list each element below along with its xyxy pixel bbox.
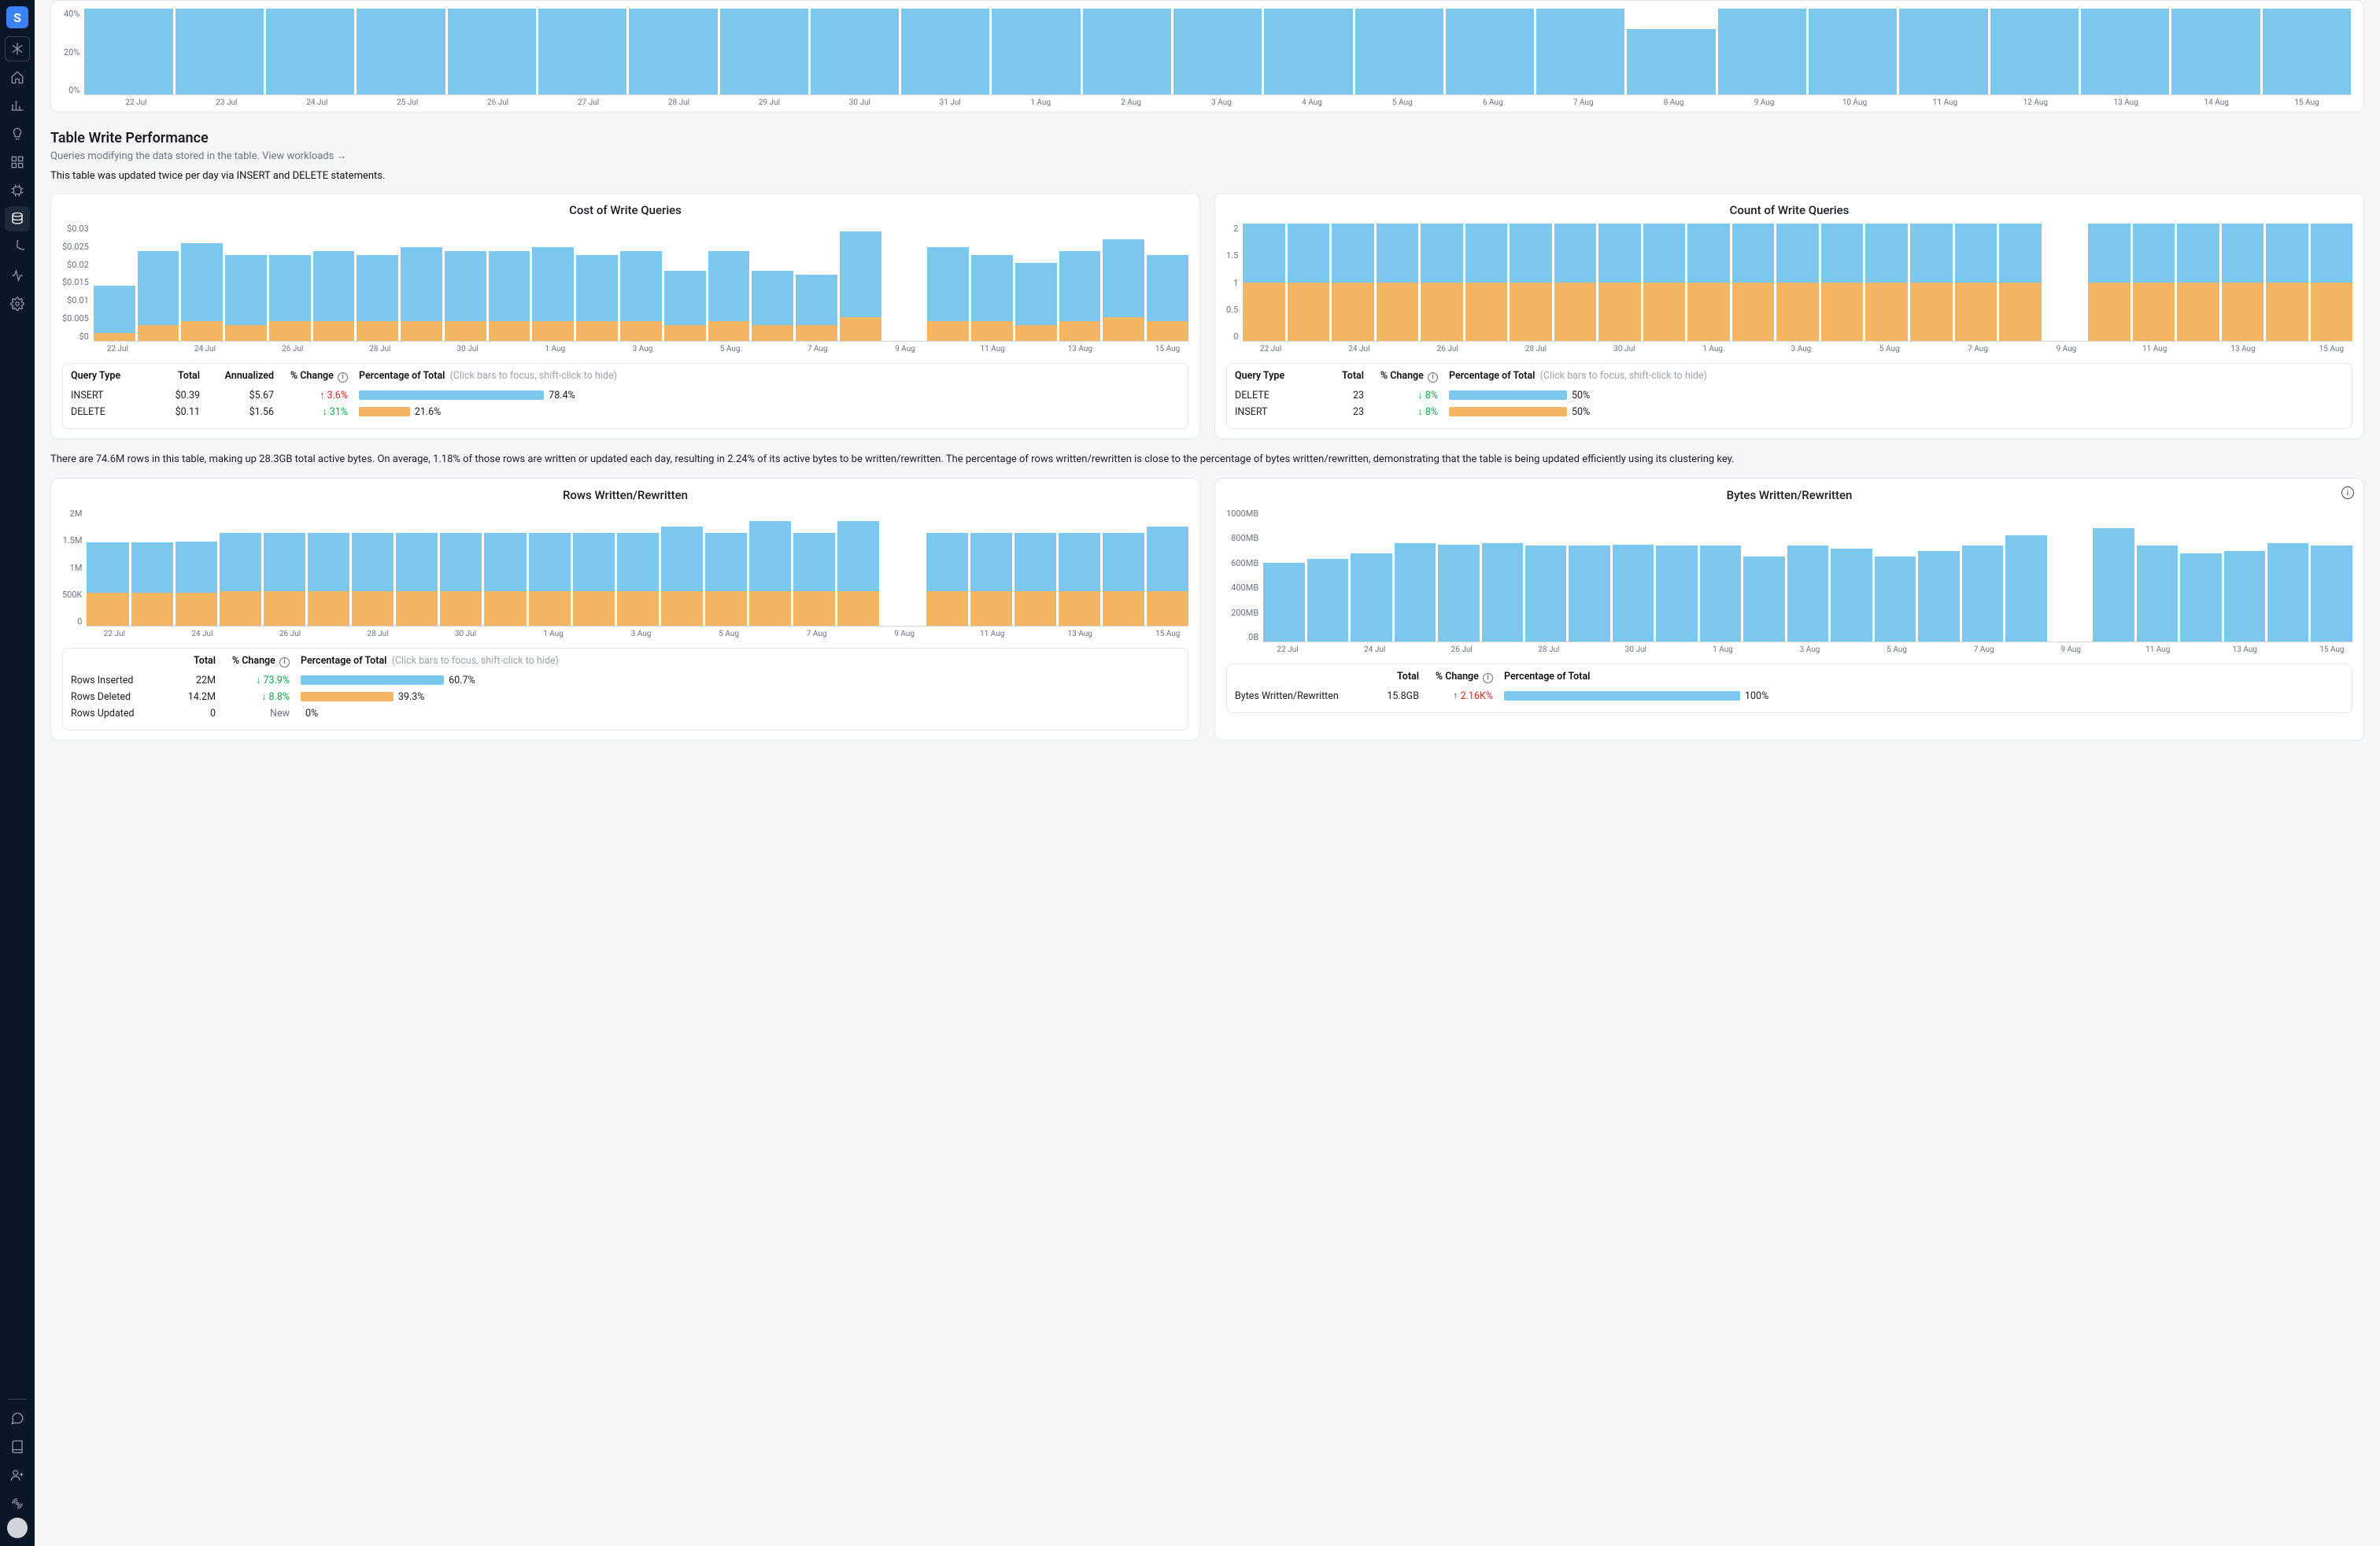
book-icon[interactable] [5, 1434, 30, 1459]
pie-chart-icon[interactable] [5, 235, 30, 260]
top-chart-bars[interactable] [84, 9, 2351, 95]
bar-chart-icon[interactable] [5, 93, 30, 118]
mid-paragraph: There are 74.6M rows in this table, maki… [50, 452, 2364, 468]
cost-chart-card: Cost of Write Queries $0.03$0.025$0.02$0… [50, 193, 1200, 439]
section-note: This table was updated twice per day via… [50, 170, 2364, 182]
count-chart-card: Count of Write Queries 21.510.50 22 Jul·… [1214, 193, 2364, 439]
add-user-icon[interactable] [5, 1463, 30, 1488]
legend-row[interactable]: Rows Deleted14.2M↓ 8.8%39.3% [71, 689, 1180, 705]
legend-row[interactable]: Rows Updated0New0% [71, 705, 1180, 722]
top-chart-card: 40%20%0% 22 Jul23 Jul24 Jul25 Jul26 Jul2… [50, 0, 2364, 113]
main-content: 40%20%0% 22 Jul23 Jul24 Jul25 Jul26 Jul2… [35, 0, 2380, 1546]
cost-legend: Query Type Total Annualized % Change i P… [62, 363, 1188, 429]
count-chart-bars[interactable] [1243, 224, 2352, 342]
app-logo[interactable]: S [6, 6, 28, 28]
section-title: Table Write Performance [50, 130, 2364, 146]
info-icon[interactable]: i [1428, 372, 1438, 383]
count-legend: Query Type Total % Change i Percentage o… [1226, 363, 2352, 429]
cost-chart-yaxis: $0.03$0.025$0.02$0.015$0.01$0.005$0 [62, 224, 94, 342]
legend-row[interactable]: DELETE23↓ 8%50% [1235, 387, 2344, 404]
activity-icon[interactable] [5, 263, 30, 288]
top-chart-xaxis: 22 Jul23 Jul24 Jul25 Jul26 Jul27 Jul28 J… [92, 98, 2351, 107]
legend-row[interactable]: DELETE$0.11$1.56↓ 31%21.6% [71, 404, 1180, 420]
avatar[interactable] [7, 1518, 28, 1538]
sidebar: S [0, 0, 35, 1546]
top-chart-yaxis: 40%20%0% [64, 9, 84, 95]
lightbulb-icon[interactable] [5, 121, 30, 146]
legend-row[interactable]: Rows Inserted22M↓ 73.9%60.7% [71, 672, 1180, 689]
bytes-chart-card: i Bytes Written/Rewritten 1000MB800MB600… [1214, 478, 2364, 741]
count-chart-xaxis: 22 Jul·24 Jul·26 Jul·28 Jul·30 Jul·1 Aug… [1250, 345, 2352, 353]
bytes-legend: Total % Change i Percentage of Total Byt… [1226, 664, 2352, 713]
info-icon[interactable]: i [2341, 486, 2354, 499]
snowflake-icon[interactable] [5, 36, 30, 61]
gear-icon[interactable] [5, 291, 30, 316]
count-chart-title: Count of Write Queries [1226, 203, 2352, 217]
info-icon[interactable]: i [1483, 673, 1493, 683]
view-workloads-link[interactable]: View workloads → [262, 150, 346, 162]
broadcast-icon[interactable] [5, 1491, 30, 1516]
legend-row[interactable]: INSERT23↓ 8%50% [1235, 404, 2344, 420]
cost-chart-title: Cost of Write Queries [62, 203, 1188, 217]
section-subtitle: Queries modifying the data stored in the… [50, 150, 2364, 162]
rows-chart-xaxis: 22 Jul·24 Jul·26 Jul·28 Jul·30 Jul·1 Aug… [94, 630, 1188, 638]
bytes-chart-title: Bytes Written/Rewritten [1226, 488, 2352, 502]
legend-row[interactable]: INSERT$0.39$5.67↑ 3.6%78.4% [71, 387, 1180, 404]
chat-icon[interactable] [5, 1406, 30, 1431]
info-icon[interactable]: i [279, 657, 290, 668]
rows-chart-card: Rows Written/Rewritten 2M1.5M1M500K0 22 … [50, 478, 1200, 741]
bytes-chart-bars[interactable] [1263, 509, 2352, 642]
legend-row[interactable]: Bytes Written/Rewritten15.8GB↑ 2.16K%100… [1235, 688, 2344, 705]
bytes-chart-yaxis: 1000MB800MB600MB400MB200MB0B [1226, 509, 1263, 642]
rows-chart-bars[interactable] [87, 509, 1188, 627]
database-icon[interactable] [5, 206, 30, 231]
grid-icon[interactable] [5, 150, 30, 175]
rows-chart-title: Rows Written/Rewritten [62, 488, 1188, 502]
bytes-chart-xaxis: 22 Jul·24 Jul·26 Jul·28 Jul·30 Jul·1 Aug… [1267, 645, 2352, 654]
count-chart-yaxis: 21.510.50 [1226, 224, 1243, 342]
cost-chart-bars[interactable] [94, 224, 1188, 342]
home-icon[interactable] [5, 65, 30, 90]
chip-icon[interactable] [5, 178, 30, 203]
info-icon[interactable]: i [338, 372, 348, 383]
cost-chart-xaxis: 22 Jul·24 Jul·26 Jul·28 Jul·30 Jul·1 Aug… [97, 345, 1188, 353]
rows-legend: Total % Change i Percentage of Total (Cl… [62, 648, 1188, 730]
rows-chart-yaxis: 2M1.5M1M500K0 [62, 509, 87, 627]
